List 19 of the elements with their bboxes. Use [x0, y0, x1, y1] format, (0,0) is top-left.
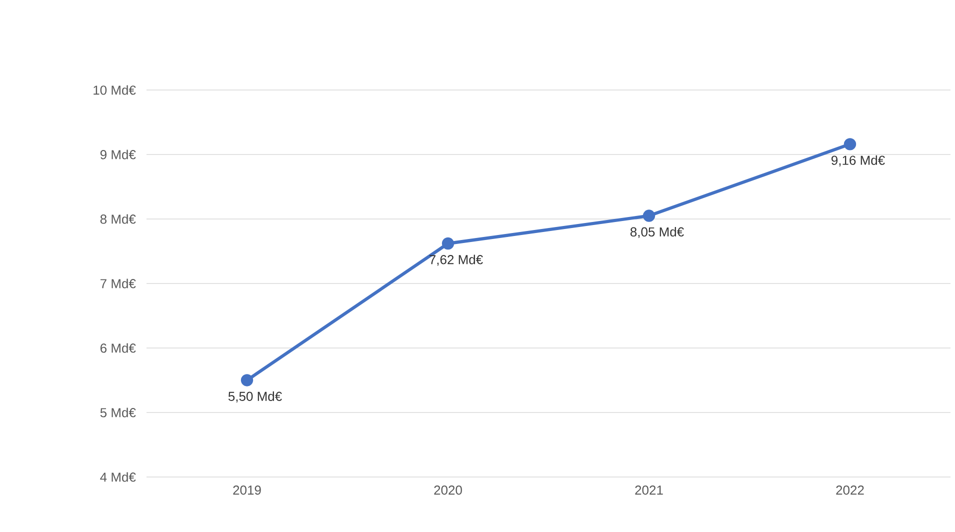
point	[240, 374, 254, 386]
x-tick-label: 2021	[635, 486, 663, 495]
y-tick-label: 9 Md€	[100, 150, 136, 160]
y-tick-label: 7 Md€	[100, 278, 136, 288]
y-tick-label: 6 Md€	[100, 343, 136, 353]
data-label: 7,62 Md€	[430, 254, 483, 266]
y-tick-label: 4 Md€	[100, 472, 136, 482]
data-label: 9,16 Md€	[832, 155, 885, 166]
point	[844, 138, 856, 150]
y-tick-label: 10 Md€	[94, 85, 136, 95]
x-tick-label: 2022	[836, 486, 864, 495]
x-tick-label: 2019	[233, 486, 261, 495]
data-label: 5,50 Md€	[228, 391, 282, 403]
data-label: 8,05 Md€	[630, 226, 684, 238]
point	[642, 210, 656, 222]
point	[442, 237, 454, 250]
x-tick-label: 2020	[434, 486, 462, 495]
y-tick-label: 5 Md€	[100, 408, 136, 418]
y-tick-label: 8 Md€	[100, 214, 136, 224]
